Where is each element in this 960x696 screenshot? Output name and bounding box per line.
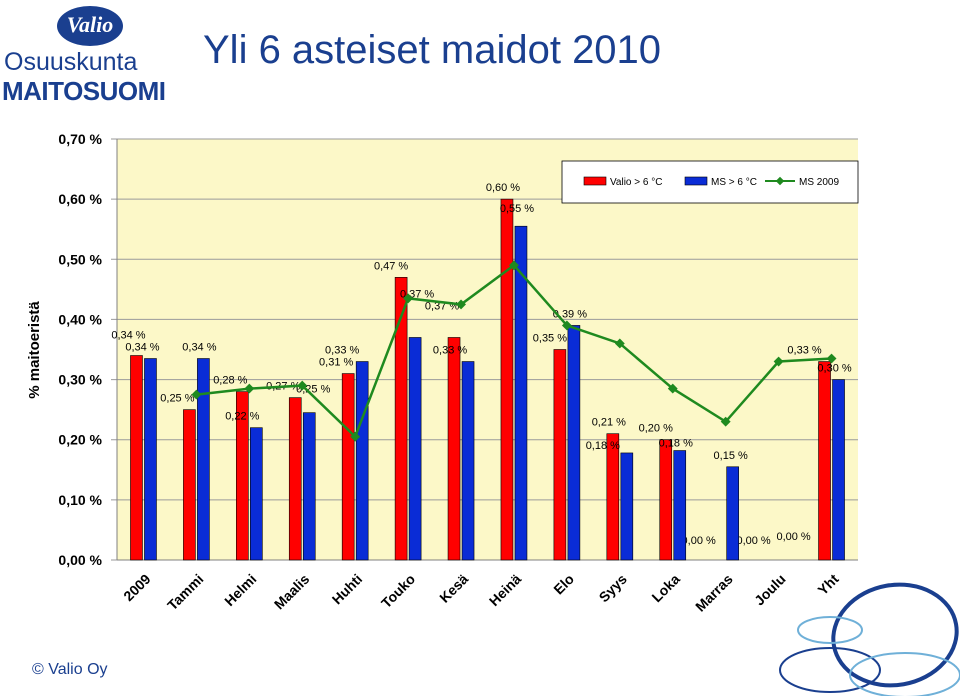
bar: [726, 466, 739, 561]
bar: [818, 361, 831, 561]
line-marker: [350, 431, 361, 442]
y-tick-label: 0,60 %: [58, 191, 102, 207]
data-label: 0,22 %: [225, 411, 259, 423]
data-label: 0,60 %: [486, 182, 520, 194]
bar: [408, 337, 422, 561]
bar: [341, 373, 355, 561]
x-tick-label: Huhti: [329, 571, 366, 608]
data-label: 0,34 %: [125, 342, 159, 354]
bar: [620, 452, 634, 561]
y-tick-label: 0,10 %: [58, 492, 102, 508]
bar: [567, 325, 581, 561]
data-label: 0,18 %: [586, 440, 620, 452]
line-marker: [773, 356, 784, 367]
data-label: 0,18 %: [659, 438, 693, 450]
y-tick-label: 0,50 %: [58, 251, 102, 267]
bar: [673, 450, 687, 561]
data-label: 0,33 %: [325, 345, 359, 357]
bar: [553, 349, 567, 561]
x-tick-label: Marras: [692, 571, 736, 615]
legend-swatch: [583, 176, 607, 186]
data-label: 0,00 %: [682, 535, 716, 547]
line-marker: [561, 320, 572, 331]
x-tick-label: Kesä: [436, 571, 471, 606]
x-tick-label: Tammi: [164, 571, 206, 613]
data-label: 0,34 %: [111, 330, 145, 342]
y-tick-label: 0,40 %: [58, 311, 102, 327]
line-marker: [509, 260, 519, 271]
bar: [130, 355, 143, 561]
data-label: 0,55 %: [500, 203, 534, 215]
valio-logo-oval: [57, 6, 123, 46]
data-label: 0,31 %: [319, 357, 353, 369]
bar: [659, 439, 673, 561]
line-marker: [720, 416, 731, 427]
logo-word: Valio: [66, 12, 114, 37]
x-tick-label: Helmi: [221, 571, 259, 609]
x-tick-label: Heinä: [486, 571, 524, 609]
y-tick-label: 0,20 %: [58, 432, 102, 448]
x-tick-label: Loka: [648, 571, 683, 606]
data-label: 0,30 %: [817, 363, 851, 375]
data-label: 0,20 %: [639, 423, 673, 435]
data-label: 0,00 %: [776, 531, 810, 543]
logo-line1: Osuuskunta: [4, 48, 138, 76]
bar: [144, 358, 157, 561]
line-marker: [297, 380, 308, 391]
bar: [606, 433, 620, 561]
bar: [461, 361, 475, 561]
decorative-rings: [779, 582, 960, 696]
data-label: 0,34 %: [182, 342, 216, 354]
bar: [447, 337, 461, 561]
y-tick-label: 0,70 %: [58, 131, 102, 147]
y-tick-label: 0,30 %: [58, 372, 102, 388]
bar: [832, 379, 845, 561]
line-marker: [403, 293, 414, 304]
bar: [250, 427, 263, 561]
bar: [514, 225, 528, 561]
legend-swatch: [684, 176, 708, 186]
copyright: © Valio Oy: [32, 661, 108, 678]
bar: [236, 391, 249, 561]
legend-box: [561, 160, 859, 204]
valio-logo: Valio Osuuskunta MAITOSUOMI: [0, 0, 190, 110]
y-axis-label: % maitoeristä: [26, 301, 43, 399]
data-label: 0,28 %: [213, 375, 247, 387]
data-label: 0,15 %: [714, 450, 748, 462]
line-marker: [614, 338, 625, 349]
x-tick-label: Elo: [550, 571, 577, 598]
data-label: 0,33 %: [433, 345, 467, 357]
logo-line2: MAITOSUOMI: [2, 76, 166, 106]
x-tick-label: Syys: [596, 571, 631, 606]
line-marker: [191, 389, 202, 400]
x-tick-label: Maalis: [271, 571, 313, 613]
bar: [394, 277, 408, 561]
line-marker: [667, 383, 678, 394]
data-label: 0,00 %: [736, 535, 770, 547]
page-title: Yli 6 asteiset maidot 2010: [203, 28, 662, 72]
legend-label: MS 2009: [799, 177, 839, 188]
data-label: 0,25 %: [160, 393, 194, 405]
bar: [197, 358, 210, 561]
line-marker: [826, 353, 837, 364]
data-label: 0,33 %: [787, 345, 821, 357]
bar: [302, 412, 316, 561]
legend-label: Valio > 6 °C: [610, 177, 662, 188]
legend-label: MS > 6 °C: [711, 177, 757, 188]
data-label: 0,21 %: [592, 417, 626, 429]
line-marker: [456, 299, 466, 310]
bar: [288, 397, 302, 561]
bar: [500, 198, 514, 561]
x-tick-label: Touko: [378, 571, 418, 611]
x-tick-label: 2009: [120, 571, 153, 604]
data-label: 0,35 %: [533, 333, 567, 345]
y-tick-label: 0,00 %: [58, 552, 102, 568]
bar: [355, 361, 369, 561]
line-marker: [244, 383, 255, 394]
data-label: 0,47 %: [374, 260, 408, 272]
bar: [183, 409, 196, 561]
